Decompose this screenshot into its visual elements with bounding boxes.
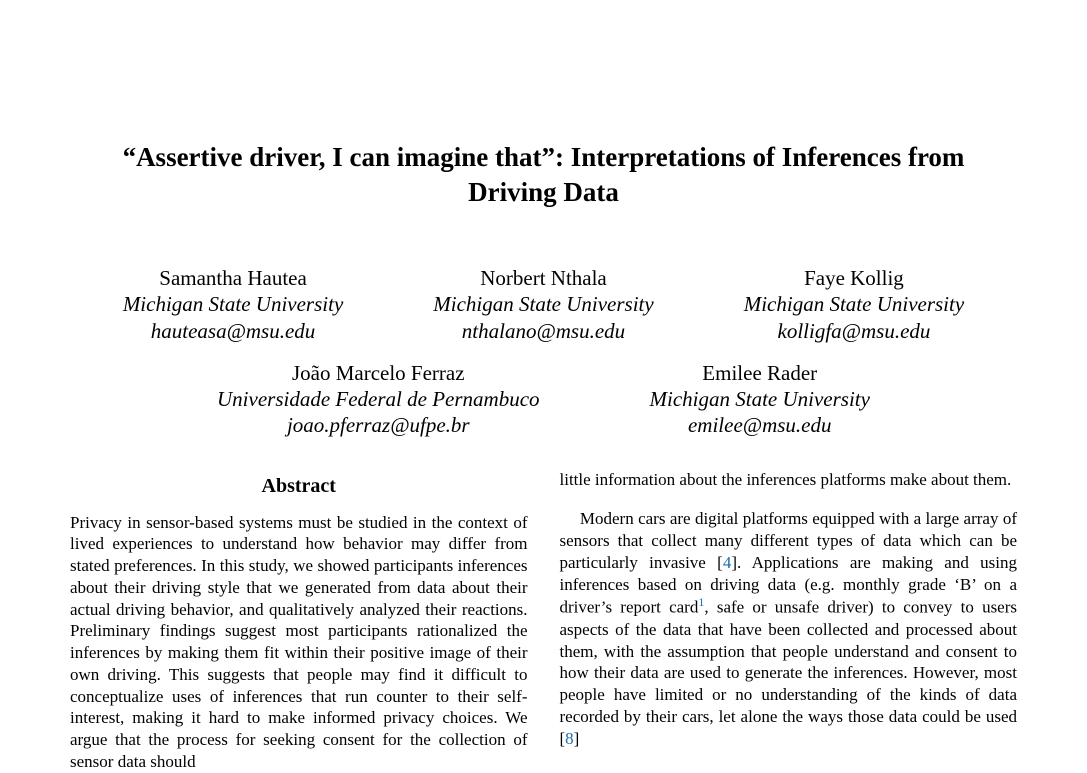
intro-continuation: little information about the inferences … <box>560 469 1018 491</box>
two-column-body: Abstract Privacy in sensor-based systems… <box>70 469 1017 773</box>
author-email: kolligfa@msu.edu <box>744 318 964 344</box>
author-name: João Marcelo Ferraz <box>217 360 540 386</box>
paper-title: “Assertive driver, I can imagine that”: … <box>94 140 994 210</box>
right-column: little information about the inferences … <box>560 469 1018 773</box>
author-affiliation: Michigan State University <box>433 291 653 317</box>
author-5: Emilee Rader Michigan State University e… <box>650 360 870 439</box>
left-column: Abstract Privacy in sensor-based systems… <box>70 469 528 773</box>
author-name: Norbert Nthala <box>433 265 653 291</box>
text-run: , safe or unsafe driver) to convey to us… <box>560 598 1018 748</box>
abstract-text: Privacy in sensor-based systems must be … <box>70 512 528 773</box>
text-run: ] <box>574 729 580 748</box>
citation-link[interactable]: 8 <box>565 729 574 748</box>
author-affiliation: Michigan State University <box>650 386 870 412</box>
paper-page: “Assertive driver, I can imagine that”: … <box>0 0 1087 773</box>
author-affiliation: Michigan State University <box>744 291 964 317</box>
author-3: Faye Kollig Michigan State University ko… <box>744 265 964 344</box>
author-affiliation: Michigan State University <box>123 291 343 317</box>
author-2: Norbert Nthala Michigan State University… <box>433 265 653 344</box>
author-row-1: Samantha Hautea Michigan State Universit… <box>70 265 1017 344</box>
author-email: hauteasa@msu.edu <box>123 318 343 344</box>
author-1: Samantha Hautea Michigan State Universit… <box>123 265 343 344</box>
author-email: joao.pferraz@ufpe.br <box>217 412 540 438</box>
author-affiliation: Universidade Federal de Pernambuco <box>217 386 540 412</box>
abstract-heading: Abstract <box>70 475 528 498</box>
author-name: Emilee Rader <box>650 360 870 386</box>
author-row-2: João Marcelo Ferraz Universidade Federal… <box>70 360 1017 439</box>
author-email: emilee@msu.edu <box>650 412 870 438</box>
author-4: João Marcelo Ferraz Universidade Federal… <box>217 360 540 439</box>
author-name: Faye Kollig <box>744 265 964 291</box>
intro-paragraph-2: Modern cars are digital platforms equipp… <box>560 508 1018 749</box>
author-block: Samantha Hautea Michigan State Universit… <box>70 265 1017 439</box>
author-email: nthalano@msu.edu <box>433 318 653 344</box>
author-name: Samantha Hautea <box>123 265 343 291</box>
